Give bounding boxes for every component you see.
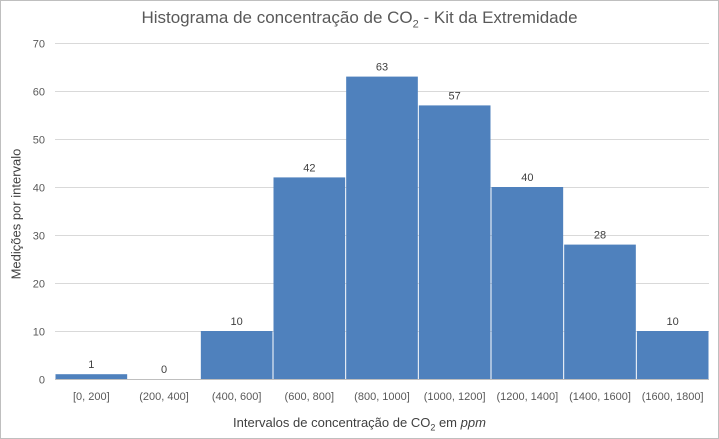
x-tick-label: (1000, 1200] [424, 391, 486, 403]
x-tick-label: (1400, 1600] [569, 391, 631, 403]
data-label: 10 [667, 316, 679, 328]
x-tick-label: (200, 400] [139, 391, 189, 403]
histogram-bar [418, 105, 491, 380]
data-label: 40 [521, 172, 533, 184]
y-tick-label: 0 [39, 375, 45, 387]
x-tick-label: (1600, 1800] [642, 391, 704, 403]
data-label: 28 [594, 230, 606, 242]
chart-title: Histograma de concentração de CO2 - Kit … [141, 8, 578, 31]
x-axis-label: Intervalos de concentração de CO2 em ppm [233, 415, 486, 433]
x-axis-ticks: [0, 200] (200, 400] (400, 600] (600, 800] (8… [73, 391, 704, 403]
y-tick-label: 30 [33, 231, 45, 243]
x-tick-label: (1200, 1400] [496, 391, 558, 403]
histogram-bar [273, 177, 346, 379]
y-axis-ticks: 0 10 20 30 40 50 60 70 [33, 39, 45, 387]
y-tick-label: 60 [33, 87, 45, 99]
y-tick-label: 20 [33, 279, 45, 291]
histogram-bar [564, 244, 636, 379]
histogram-bar [636, 331, 709, 379]
histogram-bar [200, 331, 273, 379]
data-label: 0 [161, 364, 167, 376]
data-label: 1 [88, 359, 94, 371]
y-tick-label: 50 [33, 135, 45, 147]
x-tick-label: [0, 200] [73, 391, 110, 403]
data-label: 10 [231, 316, 243, 328]
histogram-bar [346, 76, 418, 379]
bars [55, 76, 709, 380]
y-tick-label: 40 [33, 183, 45, 195]
histogram-bar [491, 187, 564, 379]
y-tick-label: 70 [33, 39, 45, 51]
histogram-bar [55, 374, 128, 379]
data-label: 42 [303, 162, 315, 174]
x-tick-label: (800, 1000] [354, 391, 410, 403]
x-tick-label: (400, 600] [212, 391, 262, 403]
data-label: 63 [376, 62, 388, 74]
y-tick-label: 10 [33, 327, 45, 339]
x-tick-label: (600, 800] [285, 391, 335, 403]
data-label: 57 [449, 90, 461, 102]
